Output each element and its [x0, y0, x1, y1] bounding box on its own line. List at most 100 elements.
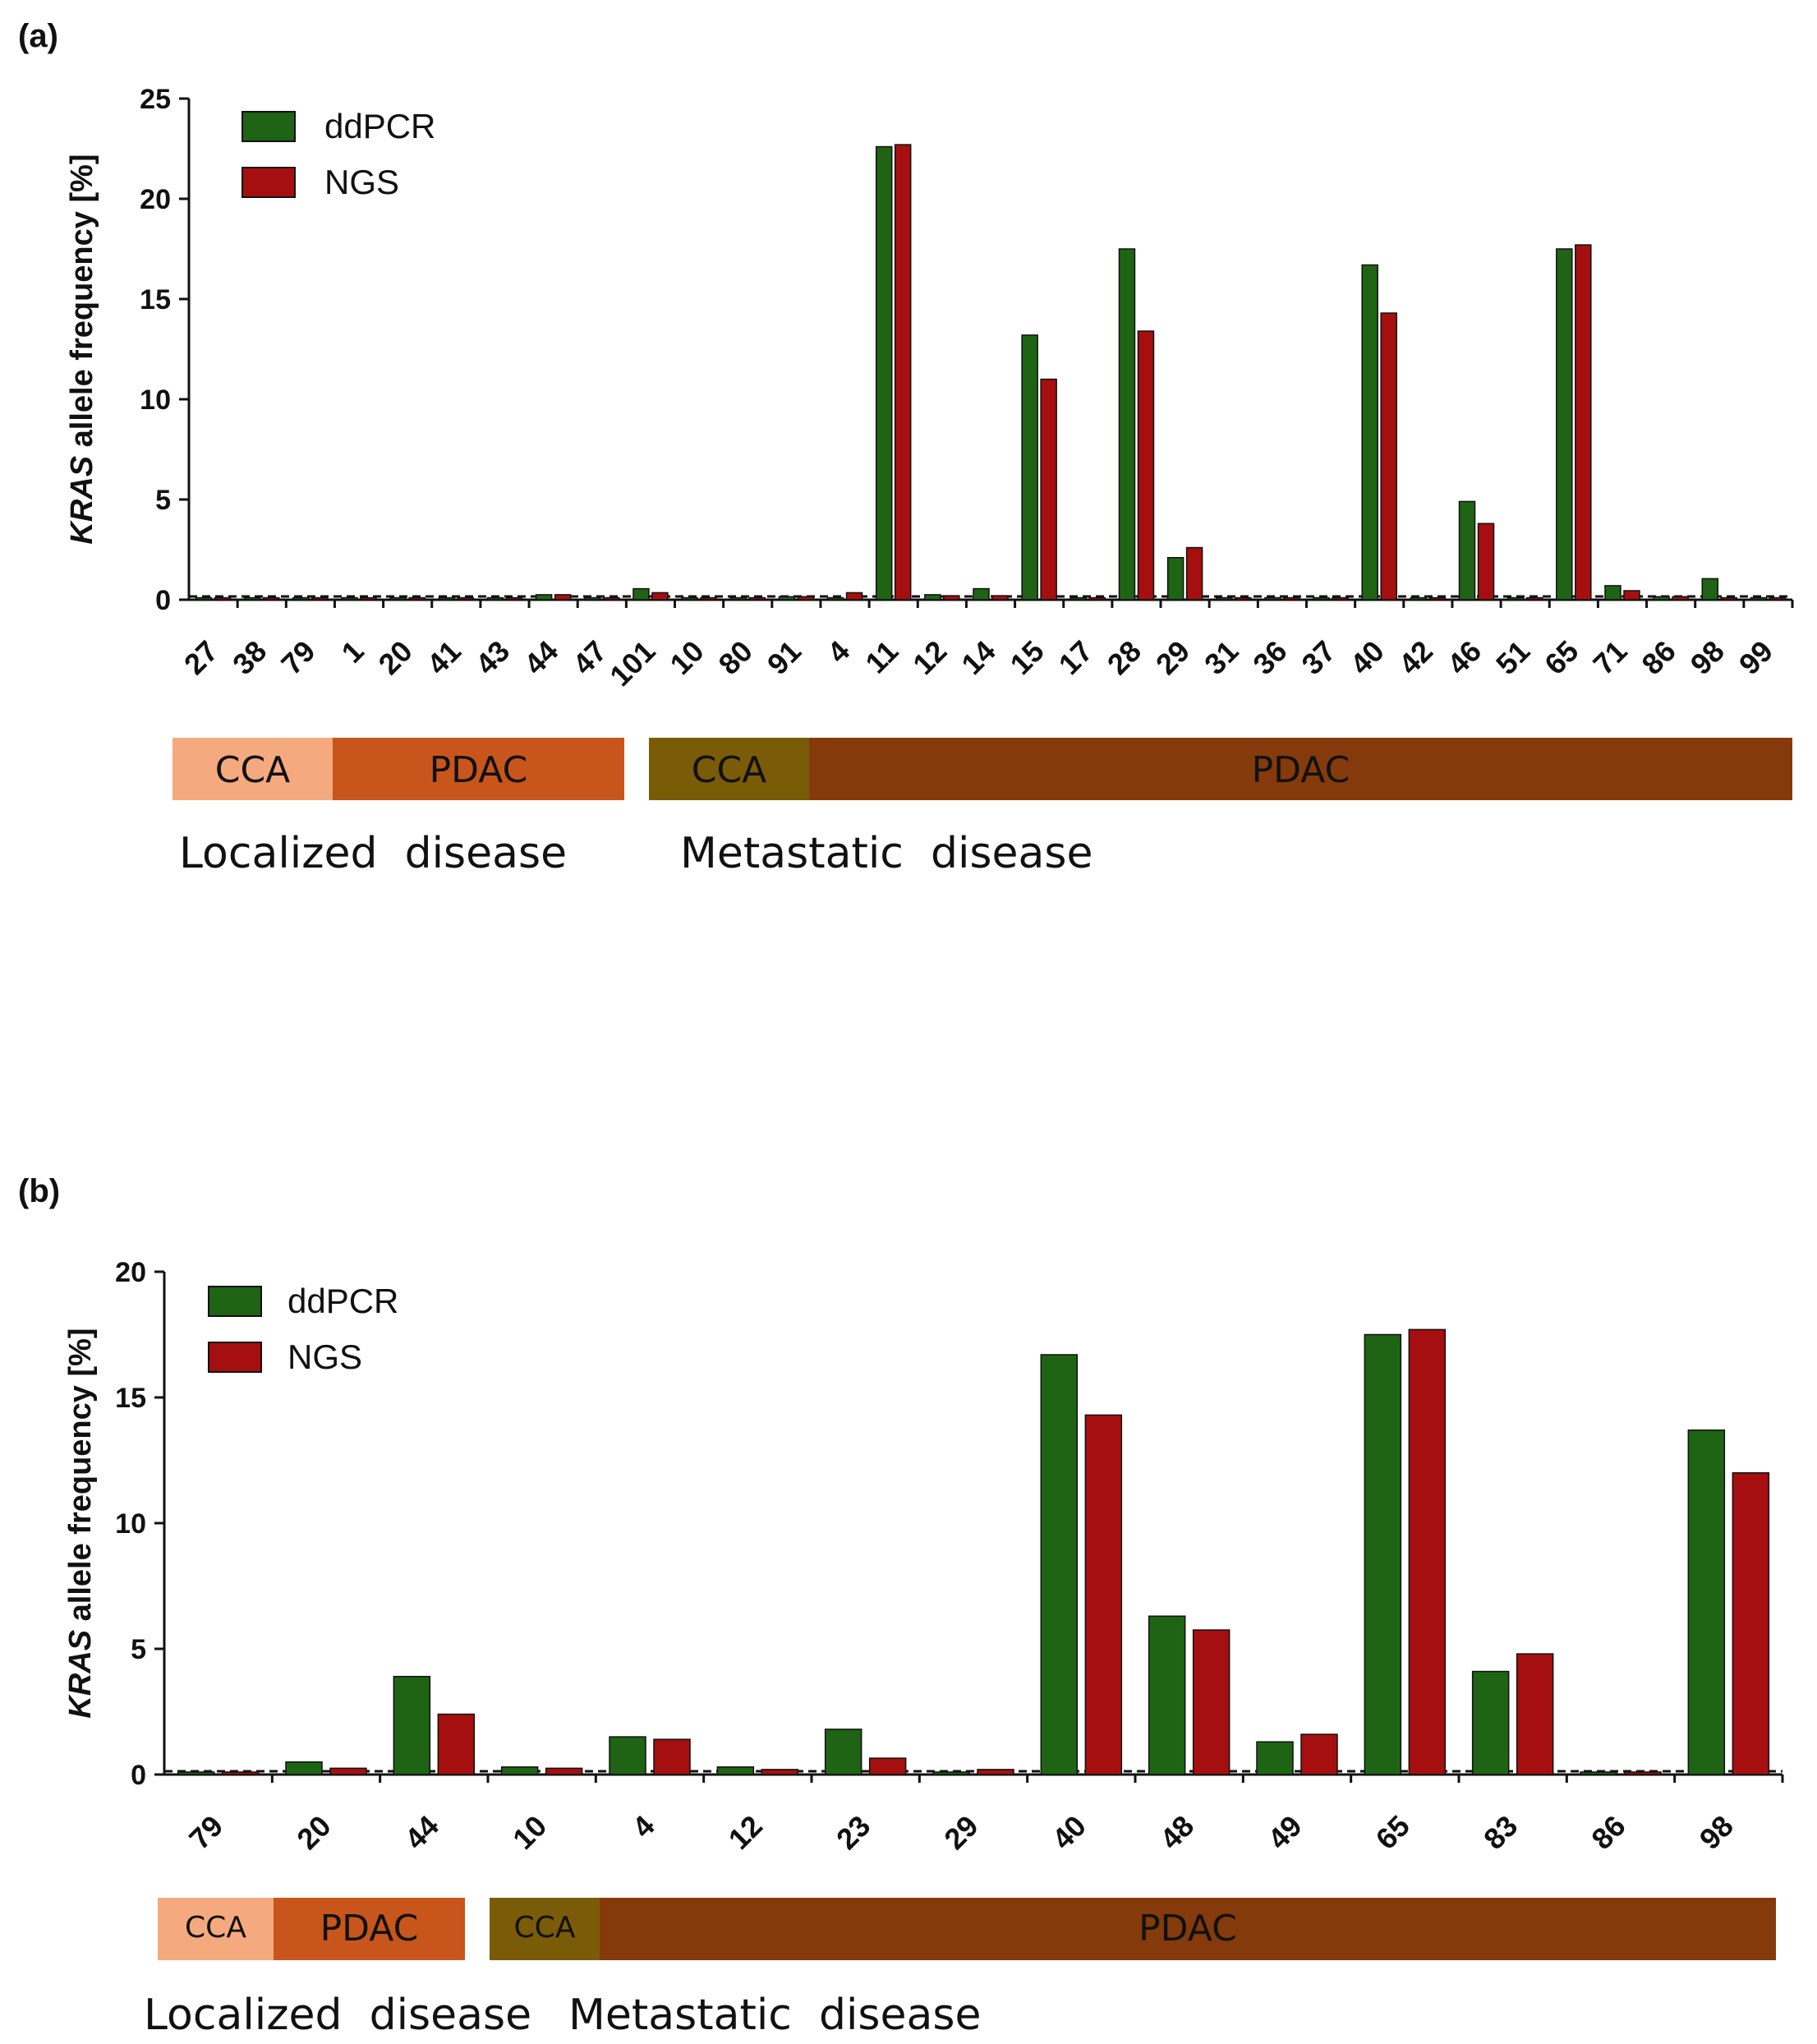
charta-bar-ddpcr-1 — [341, 596, 358, 601]
chartb-disease-label-0: Localized disease — [144, 1991, 531, 2040]
charta-x-tick-label: 65 — [1538, 634, 1585, 681]
chartb-x-tick-label: 23 — [830, 1809, 876, 1856]
chartb-bar-ngs-40 — [1084, 1414, 1123, 1775]
charta-bar-ddpcr-47 — [584, 596, 601, 601]
chartb-legend-label-ddpcr: ddPCR — [288, 1282, 398, 1320]
chartb-bar-ngs-4 — [653, 1738, 691, 1775]
charta-bar-ddpcr-98 — [1701, 578, 1719, 601]
chartb-x-tick-label: 65 — [1369, 1809, 1416, 1856]
chartb-y-tick-label: 10 — [115, 1508, 146, 1540]
charta-x-tick-label: 37 — [1295, 634, 1341, 681]
chartb-x-tick-label: 83 — [1477, 1809, 1524, 1856]
charta-band-label-3: PDAC — [1252, 749, 1350, 791]
charta-bar-ddpcr-38 — [243, 596, 261, 601]
charta-x-tick-label: 44 — [518, 634, 564, 681]
charta-x-tick-label: 43 — [469, 634, 516, 681]
charta-legend-label-ddpcr: ddPCR — [324, 107, 435, 145]
charta-bar-ddpcr-29 — [1166, 557, 1184, 601]
charta-bar-ddpcr-15 — [1021, 334, 1038, 601]
chartb-legend-swatch-ngs — [208, 1342, 262, 1373]
charta-bar-ngs-38 — [262, 596, 280, 601]
charta-bar-ddpcr-91 — [778, 596, 796, 601]
chartb-band-3 — [600, 1898, 1776, 1960]
charta-bar-ddpcr-46 — [1458, 500, 1476, 601]
charta-x-tick-label: 91 — [761, 634, 807, 681]
charta-y-axis-label-rest: allele frequency [%] — [65, 154, 99, 455]
chartb-bar-ngs-83 — [1516, 1653, 1554, 1775]
chartb-y-axis-label-italic: KRAS — [63, 1630, 98, 1719]
charta-bar-ngs-44 — [554, 594, 572, 601]
charta-bar-ngs-10 — [700, 596, 717, 601]
chartb-bar-ddpcr-40 — [1040, 1354, 1079, 1775]
chartb-bar-ddpcr-4 — [609, 1736, 646, 1775]
charta-x-tick-label: 36 — [1246, 634, 1293, 681]
charta-bar-ngs-1 — [360, 596, 377, 601]
charta-y-tick-label: 20 — [140, 184, 171, 215]
charta-bar-ddpcr-41 — [438, 596, 456, 601]
panel-b-label: (b) — [18, 1173, 61, 1209]
charta-legend-label-ngs: NGS — [324, 163, 399, 201]
chartb-legend-label-ngs: NGS — [288, 1337, 362, 1376]
chartb-x-tick-label: 10 — [506, 1809, 553, 1856]
chartb-bar-ddpcr-49 — [1256, 1741, 1294, 1775]
charta-bar-ngs-41 — [457, 596, 475, 601]
chartb-y-tick-label: 15 — [115, 1383, 146, 1414]
charta-bar-ngs-43 — [505, 596, 523, 601]
chartb-bar-ddpcr-83 — [1471, 1670, 1510, 1775]
chartb-band-label-1: PDAC — [320, 1908, 419, 1950]
charta-y-axis-label: KRAS allele frequency [%] — [65, 154, 99, 544]
chartb-bar-ngs-29 — [977, 1769, 1014, 1775]
charta-bar-ngs-4 — [845, 592, 863, 601]
chartb-x-tick-label: 48 — [1153, 1809, 1200, 1856]
charta-bar-ngs-20 — [408, 596, 426, 601]
charta-x-tick-label: 1 — [335, 634, 370, 670]
chartb-bar-ngs-65 — [1408, 1328, 1447, 1775]
chartb-bar-ngs-79 — [221, 1771, 260, 1775]
chartb-x-tick-label: 29 — [937, 1809, 984, 1856]
charta-bar-ngs-37 — [1332, 596, 1349, 601]
charta-x-tick-label: 47 — [566, 634, 613, 681]
charta-bar-ddpcr-44 — [535, 594, 553, 601]
chartb-bar-ddpcr-29 — [932, 1771, 970, 1775]
charta-bar-ngs-98 — [1720, 596, 1738, 601]
charta-x-tick-label: 14 — [954, 634, 1001, 681]
charta-bar-ddpcr-11 — [875, 145, 893, 601]
chartb-y-axis-label: KRAS allele frequency [%] — [63, 1328, 98, 1718]
charta-bar-ddpcr-28 — [1118, 248, 1136, 601]
chartb-bar-ddpcr-98 — [1687, 1429, 1726, 1775]
chartb-bar-ngs-23 — [868, 1757, 907, 1775]
chartb-band-label-3: PDAC — [1138, 1908, 1237, 1950]
charta-bar-ddpcr-37 — [1313, 596, 1330, 601]
chartb-y-tick-label: 20 — [115, 1257, 146, 1288]
charta-bar-ddpcr-65 — [1556, 248, 1573, 601]
charta-bar-ddpcr-31 — [1216, 596, 1233, 601]
charta-bar-ddpcr-71 — [1604, 585, 1622, 601]
chartb-y-tick-label: 5 — [131, 1634, 146, 1665]
charta-bar-ddpcr-27 — [195, 596, 213, 601]
chartb-bar-ddpcr-48 — [1148, 1615, 1186, 1775]
charta-bar-ddpcr-4 — [826, 596, 844, 601]
charta-y-tick-label: 0 — [155, 585, 171, 616]
charta-band-0 — [172, 738, 333, 800]
charta-bar-ddpcr-10 — [681, 596, 698, 601]
charta-x-tick-label: 10 — [663, 634, 710, 681]
chartb-x-tick-label: 49 — [1261, 1809, 1308, 1856]
charta-x-tick-label: 12 — [906, 634, 953, 681]
charta-bar-ngs-46 — [1477, 523, 1495, 601]
chartb-bar-ngs-49 — [1300, 1733, 1338, 1775]
charta-bar-ddpcr-99 — [1750, 596, 1768, 601]
chartb-x-tick-label: 4 — [626, 1809, 661, 1844]
charta-x-tick-label: 101 — [603, 634, 661, 693]
charta-x-tick-label: 28 — [1101, 634, 1148, 681]
chartb-x-tick-label: 98 — [1693, 1809, 1740, 1856]
charta-bar-ddpcr-20 — [389, 596, 407, 601]
charta-x-tick-label: 41 — [421, 634, 467, 681]
charta-bar-ngs-101 — [651, 592, 669, 601]
chartb-bar-ngs-98 — [1732, 1472, 1770, 1775]
charta-bar-ddpcr-43 — [486, 596, 504, 601]
charta-x-tick-label: 51 — [1489, 634, 1536, 681]
chartb-band-label-2: CCA — [514, 1911, 576, 1945]
chartb-x-tick-label: 44 — [398, 1809, 445, 1856]
charta-band-1 — [333, 738, 624, 800]
chartb-bar-ddpcr-20 — [285, 1761, 323, 1775]
